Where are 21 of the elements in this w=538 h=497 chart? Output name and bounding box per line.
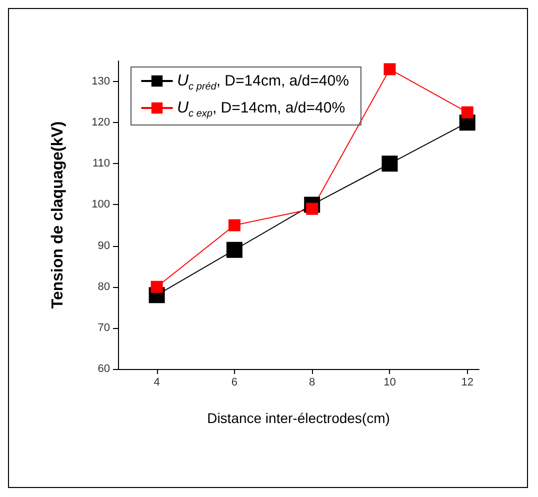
point	[150, 280, 163, 293]
x-tick-label: 10	[384, 376, 396, 388]
point	[226, 242, 242, 258]
y-tick-label: 90	[98, 240, 110, 252]
point	[382, 156, 398, 172]
y-tick-label: 100	[92, 198, 110, 211]
y-axis-title: Tension de claquage(kV)	[50, 121, 66, 309]
point	[461, 106, 474, 118]
y-tick-label: 110	[92, 158, 110, 170]
x-tick-label: 12	[461, 376, 474, 388]
point	[228, 219, 240, 232]
x-tick-label: 6	[231, 376, 238, 388]
y-tick-label: 60	[98, 363, 110, 375]
y-tick-label: 80	[98, 280, 110, 293]
y-tick-label: 70	[98, 322, 110, 334]
y-tick-label: 130	[92, 76, 110, 88]
x-tick-label: 4	[154, 376, 160, 388]
y-tick-label: 120	[92, 116, 110, 129]
x-axis-title: Distance inter-électrodes(cm)	[207, 410, 390, 426]
x-tick-label: 8	[309, 376, 316, 388]
point	[384, 63, 396, 76]
